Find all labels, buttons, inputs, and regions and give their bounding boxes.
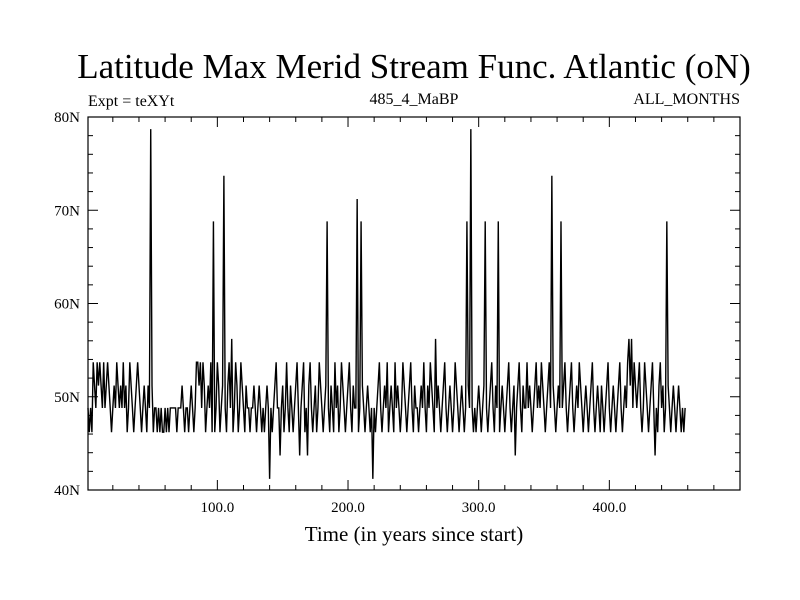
x-axis-label: Time (in years since start) (305, 522, 524, 546)
x-tick-label: 400.0 (592, 500, 626, 516)
period-label: 485_4_MaBP (370, 91, 459, 108)
x-tick-label: 100.0 (200, 500, 234, 516)
series-line (87, 129, 686, 479)
x-tick-label: 300.0 (462, 500, 496, 516)
plot-frame (87, 116, 741, 491)
x-axis: 100.0 200.0 300.0 400.0 (112, 117, 715, 516)
chart-title: Latitude Max Merid Stream Func. Atlantic… (77, 47, 751, 86)
y-tick-label: 40N (54, 483, 80, 499)
expt-label: Expt = teXYt (88, 93, 175, 110)
y-tick-label: 60N (54, 297, 80, 313)
y-tick-label: 50N (54, 390, 80, 406)
months-label: ALL_MONTHS (633, 91, 740, 108)
y-tick-label: 70N (54, 203, 80, 219)
y-tick-label: 80N (54, 110, 80, 126)
x-tick-label: 200.0 (331, 500, 365, 516)
y-axis: 40N 50N 60N 70N 80N (54, 110, 740, 499)
